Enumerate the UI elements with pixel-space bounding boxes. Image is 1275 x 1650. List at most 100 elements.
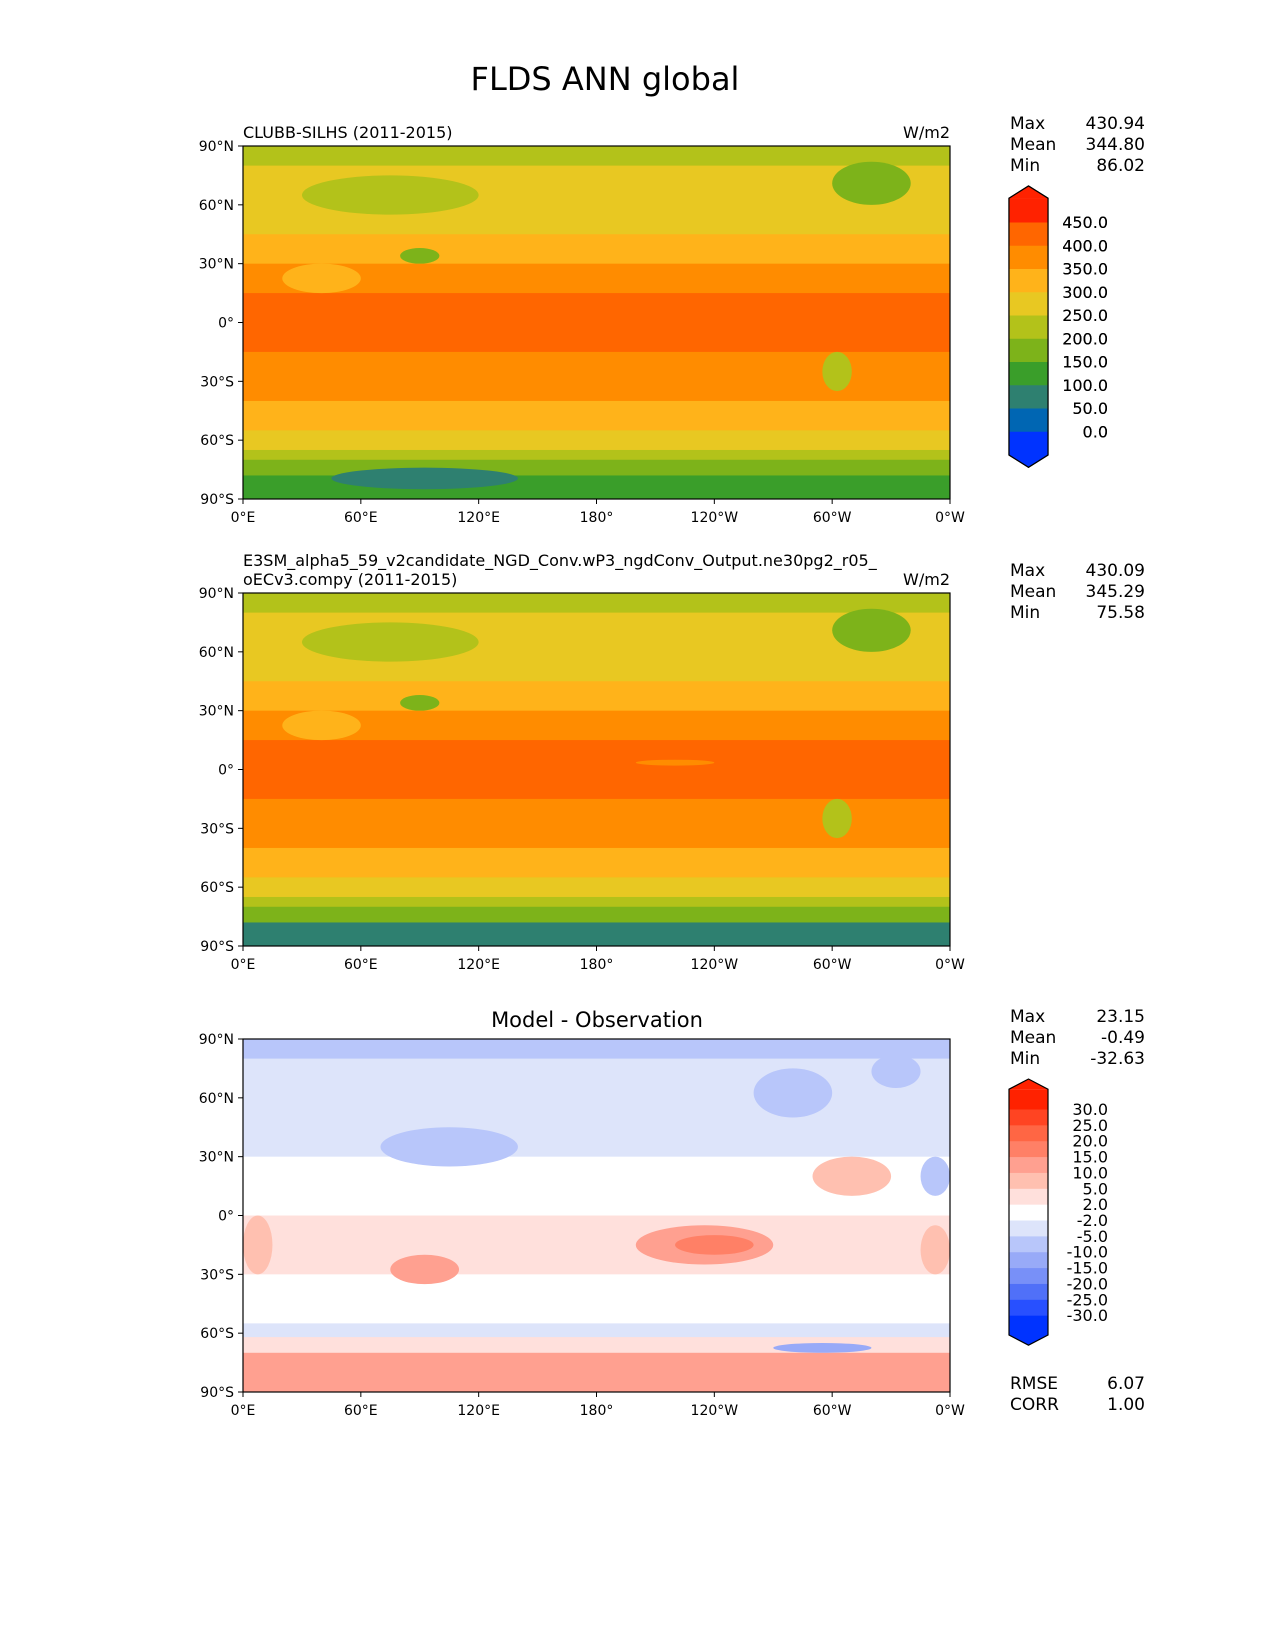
max-value: 430.09: [1086, 561, 1145, 581]
colorbar-tick-label: 450.0: [1062, 213, 1108, 232]
colorbar-segment: [1009, 408, 1048, 432]
x-tick-label: 120°W: [691, 510, 739, 526]
colorbar-extend-max: [1009, 1079, 1048, 1090]
zonal-band: [243, 710, 950, 741]
colorbar-segment: [1009, 1089, 1048, 1110]
y-tick-label: 30°N: [199, 1150, 234, 1166]
colorbar-segment: [1009, 1140, 1048, 1158]
field-patch: [301, 175, 479, 215]
min-label: Min: [1010, 156, 1040, 176]
max-label: Max: [1010, 561, 1045, 581]
map-panel-2: 0°E 60°E 120°E 180° 120°W 60°W 0°W 90°N 60°N 30°N…: [199, 185, 1145, 973]
colorbar: 0.0 50.0 100.0 150.0 200.0 250.0 300.0 350.0 400…: [1008, 185, 1108, 468]
x-tick-label: 180°: [580, 510, 614, 526]
zonal-band: [243, 896, 950, 908]
y-tick-label: 0°: [218, 316, 234, 332]
x-tick-label: 60°E: [344, 957, 378, 973]
colorbar-segment: [1009, 1109, 1048, 1126]
colorbar-segment: [1009, 268, 1048, 293]
colorbar-segment: [1009, 1267, 1048, 1284]
y-tick-label: 60°S: [200, 880, 234, 896]
colorbar-tick-label: 350.0: [1062, 260, 1108, 279]
max-value: 23.15: [1096, 1007, 1145, 1027]
x-tick-label: 0°W: [935, 957, 965, 973]
colorbar-segment: [1009, 1283, 1048, 1300]
mean-label: Mean: [1010, 135, 1056, 155]
units-label: W/m2: [903, 123, 950, 142]
max-label: Max: [1010, 1007, 1045, 1027]
x-tick-label: 60°W: [813, 1403, 852, 1419]
field-patch: [282, 710, 361, 741]
colorbar-outline: [1008, 185, 1049, 468]
zonal-band: [243, 381, 950, 402]
colorbar-segment: [1009, 338, 1048, 362]
zonal-band: [243, 400, 950, 431]
colorbar-tick-label: 350.0: [1062, 260, 1108, 279]
rmse-value: 6.07: [1107, 1374, 1145, 1394]
colorbar-segment: [1009, 1172, 1048, 1189]
field-patch: [390, 1254, 460, 1285]
colorbar-tick-label: 50.0: [1072, 399, 1108, 418]
figure-title: FLDS ANN global: [471, 60, 740, 98]
colorbar-tick-label: 50.0: [1072, 399, 1108, 418]
y-tick-label: 90°N: [199, 586, 234, 602]
colorbar: -30.0-25.0-20.0-15.0-10.0-5.0-2.02.05.01…: [1008, 1078, 1108, 1346]
y-tick-label: 30°N: [199, 257, 234, 273]
colorbar-extend-min: [1009, 1334, 1048, 1346]
field-patch: [400, 694, 440, 711]
zonal-band: [243, 593, 950, 614]
field-patch: [400, 247, 440, 264]
colorbar-segment: [1009, 1315, 1048, 1336]
x-tick-label: 60°W: [813, 510, 852, 526]
colorbar-tick-label: 200.0: [1062, 329, 1108, 348]
x-tick-label: 60°W: [813, 957, 852, 973]
colorbar-segment: [1009, 1299, 1048, 1316]
zonal-band: [243, 1274, 950, 1324]
zonal-band: [243, 263, 950, 294]
zonal-band: [243, 1352, 950, 1393]
x-tick-label: 120°W: [691, 1403, 739, 1419]
zonal-band: [243, 449, 950, 461]
y-tick-label: 90°S: [200, 1385, 234, 1401]
colorbar-tick-label: 400.0: [1062, 236, 1108, 255]
field-patch: [832, 608, 911, 652]
x-tick-label: 0°E: [231, 1403, 256, 1419]
x-tick-label: 120°E: [457, 1403, 500, 1419]
min-value: 75.58: [1096, 603, 1145, 623]
field-patch: [242, 1215, 273, 1275]
x-tick-label: 0°W: [935, 1403, 965, 1419]
colorbar-segment: [1009, 361, 1048, 386]
colorbar-segment: [1009, 1235, 1048, 1253]
colorbar-segment: [1009, 1188, 1048, 1205]
colorbar-tick-label: 250.0: [1062, 306, 1108, 325]
zonal-band: [243, 847, 950, 878]
rmse-label: RMSE: [1010, 1374, 1058, 1394]
panel-title: CLUBB-SILHS (2011-2015): [243, 123, 453, 142]
zonal-band: [243, 828, 950, 849]
colorbar-segment: [1009, 315, 1048, 339]
units-label: W/m2: [903, 570, 950, 589]
colorbar-tick-label: -20.0: [1067, 1274, 1108, 1293]
panel-title-box: E3SM_alpha5_59_v2candidate_NGD_Conv.wP3_…: [243, 551, 877, 589]
y-tick-label: 90°N: [199, 1032, 234, 1048]
y-tick-label: 60°N: [199, 1091, 234, 1107]
panel-title: Model - Observation: [491, 1008, 703, 1032]
y-tick-label: 30°N: [199, 704, 234, 720]
zonal-band: [243, 906, 950, 923]
y-tick-label: 60°N: [199, 645, 234, 661]
colorbar-tick-label: -5.0: [1077, 1227, 1108, 1246]
colorbar-tick-label: 10.0: [1072, 1163, 1108, 1182]
mean-value: 344.80: [1086, 135, 1145, 155]
min-label: Min: [1010, 603, 1040, 623]
x-tick-label: 60°E: [344, 510, 378, 526]
zonal-band: [243, 293, 950, 353]
field-patch: [635, 759, 715, 766]
field-patch: [812, 1156, 892, 1196]
y-tick-label: 60°S: [200, 1326, 234, 1342]
colorbar-tick-label: 150.0: [1062, 353, 1108, 372]
colorbar-tick-label: 150.0: [1062, 353, 1108, 372]
y-tick-label: 30°S: [200, 374, 234, 390]
colorbar-tick-label: -25.0: [1067, 1290, 1108, 1309]
zonal-band: [243, 430, 950, 451]
